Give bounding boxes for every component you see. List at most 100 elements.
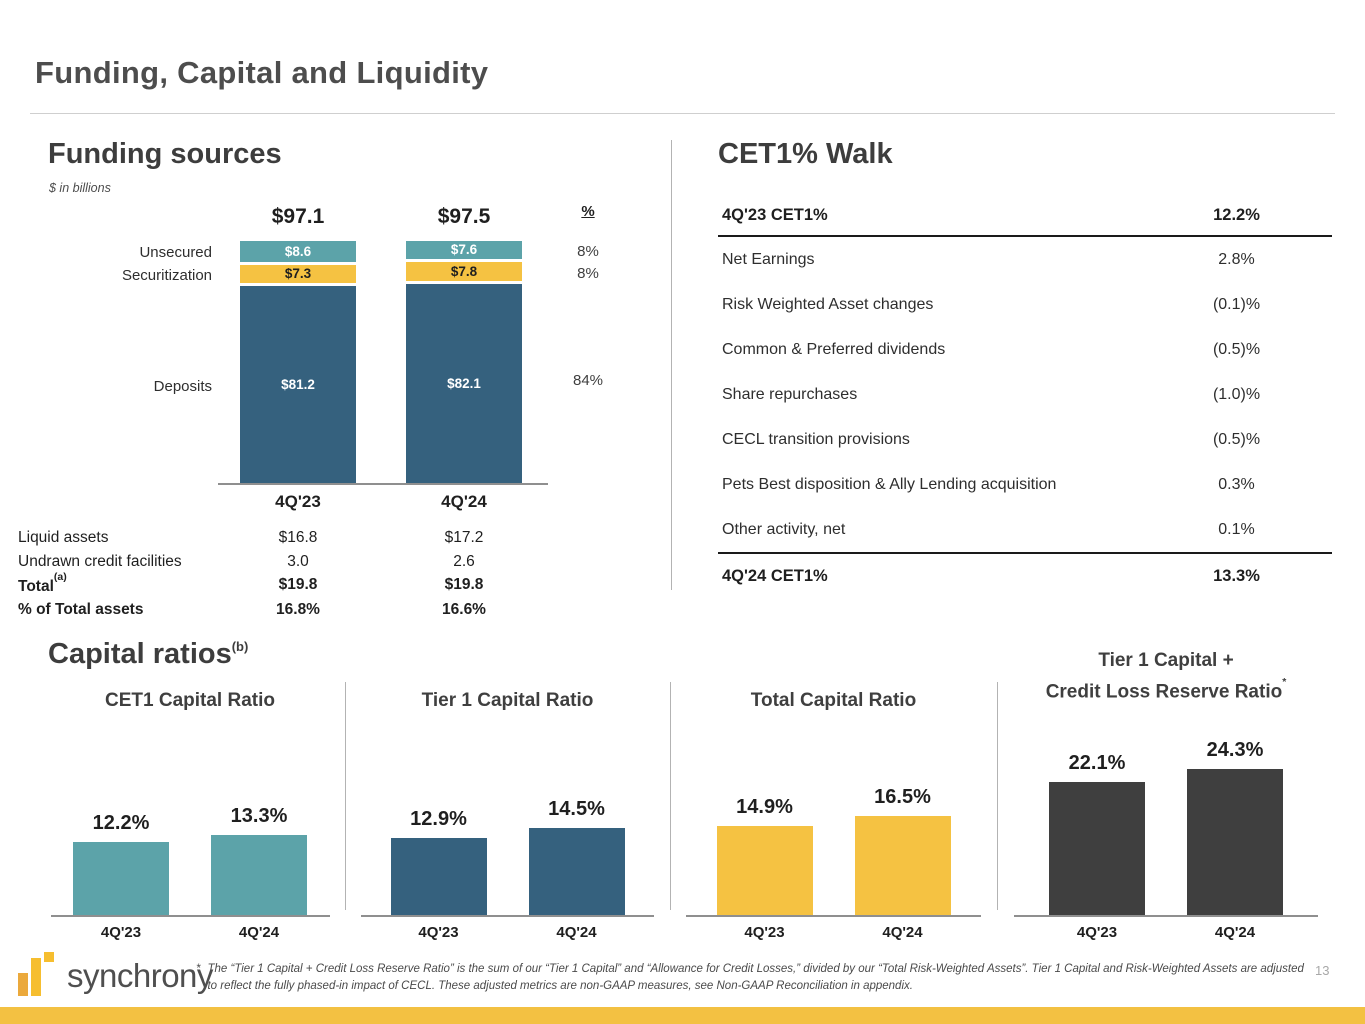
mini-chart-title: Tier 1 Capital + Credit Loss Reserve Rati… — [997, 648, 1335, 705]
cet1-walk-row: Risk Weighted Asset changes (0.1)% — [718, 282, 1332, 327]
funding-segment-value-label: $7.3 — [284, 266, 312, 282]
mini-chart-divider-3 — [997, 682, 998, 910]
mini-chart-title-line: CET1 Capital Ratio — [105, 690, 275, 711]
title-divider — [30, 113, 1335, 114]
mini-chart-category-label: 4Q'23 — [744, 924, 785, 941]
cet1-row-value: 0.1% — [1218, 520, 1255, 538]
cet1-row-label: Other activity, net — [722, 520, 846, 538]
cet1-walk-total-row: 4Q'24 CET1% 13.3% — [718, 552, 1332, 598]
funding-category-4q23: 4Q'23 — [275, 492, 321, 511]
funding-bar-total-label: $97.1 — [271, 205, 325, 228]
liquidity-row-value-4q23: 16.8% — [276, 601, 320, 618]
mini-chart-title: Tier 1 Capital Ratio — [345, 688, 670, 714]
cet1-row-value: (1.0)% — [1212, 385, 1261, 403]
funding-bar-segment-unsecured: $7.6 — [406, 241, 522, 259]
mini-chart-title: CET1 Capital Ratio — [35, 688, 345, 714]
cet1-row-value: 2.8% — [1218, 250, 1255, 268]
cet1-walk-header-row: 4Q'23 CET1% 12.2% — [718, 196, 1332, 237]
mini-bar-value-label: 14.9% — [736, 796, 793, 818]
cet1-walk-table: 4Q'23 CET1% 12.2% Net Earnings 2.8% Risk W… — [718, 196, 1332, 598]
mini-chart-category-label: 4Q'23 — [1076, 924, 1118, 941]
cet1-total-value: 13.3% — [1213, 566, 1260, 585]
capital-ratio-chart-tier1_capital_ratio: Tier 1 Capital Ratio 12.9% 14.5% 4Q'23 4Q'24 — [345, 640, 670, 950]
page-title: Funding, Capital and Liquidity — [35, 55, 489, 90]
liquidity-row-value-4q24: 16.6% — [442, 601, 486, 618]
mini-bar-value-label: 12.9% — [410, 808, 467, 830]
liquidity-table-row: Liquid assets $16.8 $17.2 — [0, 529, 670, 549]
funding-bar-segment-securitization: $7.3 — [240, 265, 356, 283]
mini-chart-category-label: 4Q'24 — [1214, 924, 1256, 941]
mini-chart-category-label: 4Q'24 — [556, 924, 597, 941]
pct-securitization: 8% — [577, 265, 599, 282]
mini-chart-categories: 4Q'23 4Q'24 — [35, 924, 345, 941]
footnote: * The “Tier 1 Capital + Credit Loss Rese… — [196, 961, 1304, 996]
mini-bar — [854, 816, 951, 915]
cet1-row-value: 0.3% — [1218, 475, 1255, 493]
funding-chart-axis — [218, 483, 548, 485]
liquidity-table-row: % of Total assets 16.8% 16.6% — [0, 601, 670, 621]
cet1-row-label: Common & Preferred dividends — [722, 340, 946, 358]
capital-ratios-heading: Capital ratios(b) — [48, 638, 248, 671]
funding-segment-value-label: $81.2 — [281, 376, 315, 392]
logo-square-top — [44, 952, 54, 962]
capital-ratios-heading-sup: (b) — [231, 639, 249, 654]
funding-segment-value-label: $8.6 — [284, 243, 312, 259]
liquidity-row-label: % of Total assets — [18, 601, 144, 618]
liquidity-row-value-4q24: $17.2 — [444, 529, 484, 546]
mini-chart-title-line: Credit Loss Reserve Ratio* — [1045, 676, 1287, 703]
mini-chart-bars: 12.9% 14.5% — [345, 640, 670, 915]
mini-bar — [528, 828, 625, 915]
cet1-row-value: (0.5)% — [1212, 430, 1261, 448]
mini-bar-value-label: 12.2% — [92, 812, 150, 834]
cet1-total-label: 4Q'24 CET1% — [722, 566, 828, 585]
mini-bar-value-label: 22.1% — [1068, 752, 1126, 774]
liquidity-row-value-4q23: $16.8 — [278, 529, 318, 546]
mini-chart-categories: 4Q'23 4Q'24 — [997, 924, 1335, 941]
liquidity-table-row: Undrawn credit facilities 3.0 2.6 — [0, 553, 670, 573]
liquidity-row-label: Undrawn credit facilities — [18, 553, 182, 570]
cet1-header-value: 12.2% — [1213, 206, 1260, 224]
mini-bar — [390, 838, 487, 915]
liquidity-row-value-4q23: 3.0 — [287, 553, 309, 570]
synchrony-logo-icon — [18, 952, 55, 999]
cet1-walk-row: CECL transition provisions (0.5)% — [718, 417, 1332, 462]
mini-bar — [73, 842, 169, 915]
funding-segment-value-label: $7.8 — [450, 263, 478, 279]
cet1-row-label: Net Earnings — [722, 250, 815, 268]
mini-bar-value-label: 13.3% — [230, 805, 288, 827]
liquidity-row-value-4q24: 2.6 — [453, 553, 475, 570]
mini-chart-categories: 4Q'23 4Q'24 — [670, 924, 997, 941]
series-label-unsecured: Unsecured — [139, 244, 212, 261]
funding-bar-segment-deposits: $82.1 — [406, 284, 522, 483]
funding-bar-column-4Q24: $97.5 $7.6 $7.8 $82.1 — [406, 205, 522, 483]
capital-ratio-chart-total_capital_ratio: Total Capital Ratio 14.9% 16.5% 4Q'23 4Q'24 — [670, 640, 997, 950]
mini-bar-group: 13.3% — [211, 805, 307, 915]
mini-bar-group: 22.1% — [1049, 752, 1145, 915]
mini-chart-category-label: 4Q'24 — [238, 924, 280, 941]
mini-chart-title-line: Tier 1 Capital + — [1098, 650, 1234, 671]
mini-bar-group: 16.5% — [854, 786, 951, 915]
logo-bar-middle — [31, 958, 41, 996]
funding-bar-segment-deposits: $81.2 — [240, 286, 356, 483]
funding-sources-heading: Funding sources — [48, 138, 282, 170]
mini-chart-axis — [50, 915, 330, 917]
liquidity-row-value-4q23: $19.8 — [278, 576, 318, 593]
synchrony-logo: synchrony — [18, 952, 213, 999]
mini-chart-categories: 4Q'23 4Q'24 — [345, 924, 670, 941]
mini-bar-value-label: 24.3% — [1206, 739, 1264, 761]
mini-chart-axis — [1013, 915, 1319, 917]
cet1-walk-row: Common & Preferred dividends (0.5)% — [718, 327, 1332, 372]
funding-bar-segment-securitization: $7.8 — [406, 262, 522, 281]
mini-bar — [1187, 769, 1283, 915]
series-label-deposits: Deposits — [153, 378, 212, 395]
cet1-row-label: Share repurchases — [722, 385, 858, 403]
pct-unsecured: 8% — [577, 243, 599, 260]
mini-bar-group: 12.2% — [73, 812, 169, 915]
mini-chart-category-label: 4Q'24 — [882, 924, 923, 941]
mini-chart-axis — [361, 915, 654, 917]
footnote-text: The “Tier 1 Capital + Credit Loss Reserv… — [207, 963, 1304, 993]
capital-ratios-heading-text: Capital ratios — [48, 638, 232, 670]
cet1-row-value: (0.1)% — [1212, 295, 1261, 313]
footnote-marker: * — [196, 963, 201, 975]
